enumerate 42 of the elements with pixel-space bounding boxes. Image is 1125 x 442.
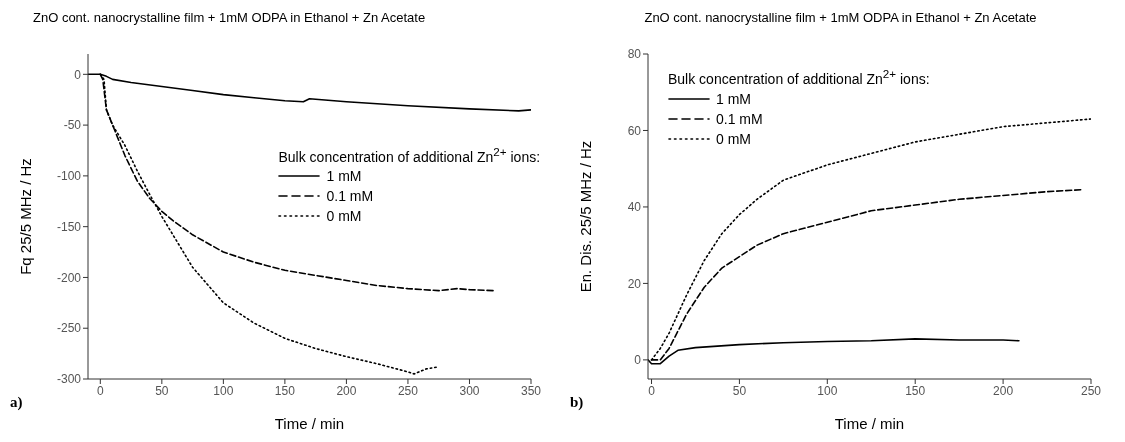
legend-label: 0.1 mM: [716, 109, 763, 129]
x-axis-title: Time / min: [274, 415, 345, 432]
x-tick-label: 0: [648, 383, 656, 398]
legend-label: 1 mM: [716, 89, 751, 109]
legend-label: 0 mM: [326, 207, 362, 227]
x-tick-label: 0: [96, 383, 104, 398]
x-tick-label: 350: [520, 383, 542, 398]
y-axis-title: En. Dis. 25/5 MHz / Hz: [577, 140, 595, 293]
x-tick-label: 100: [213, 383, 234, 398]
y-tick-label: -150: [56, 219, 82, 234]
y-tick-label: -250: [56, 321, 82, 336]
y-axis-title: Fq 25/5 MHz / Hz: [17, 158, 35, 275]
y-tick-label: -50: [63, 118, 82, 133]
legend-title: Bulk concentration of additional Zn$^{2+}$ ions:: [668, 66, 930, 89]
y-tick-label: -100: [56, 169, 82, 184]
x-tick-label: 100: [817, 383, 838, 398]
chart-title: ZnO cont. nanocrystalline film + 1mM ODPA in Ethanol + Zn Acetate: [643, 9, 1038, 27]
legend-label: 0.1 mM: [326, 187, 374, 207]
chart-title: ZnO cont. nanocrystalline film + 1mM ODPA in Ethanol + Zn Acetate: [32, 9, 427, 27]
x-tick-label: 150: [905, 383, 926, 398]
x-tick-label: 200: [993, 383, 1014, 398]
x-tick-label: 200: [336, 383, 357, 398]
y-tick-label: -200: [56, 270, 82, 285]
legend-label: 0 mM: [716, 129, 751, 149]
x-tick-label: 250: [1080, 383, 1102, 398]
x-tick-label: 50: [732, 383, 747, 398]
x-tick-label: 300: [459, 383, 480, 398]
legend-title: Bulk concentration of additional Zn$^{2+}$ ions:: [278, 143, 541, 167]
y-tick-label: 20: [627, 276, 642, 291]
y-tick-label: 40: [627, 200, 642, 215]
y-tick-label: 0: [634, 353, 642, 368]
x-axis-title: Time / min: [834, 415, 905, 432]
x-tick-label: 150: [274, 383, 296, 398]
y-tick-label: -300: [56, 372, 82, 387]
x-tick-label: 50: [155, 383, 169, 398]
y-tick-label: 60: [627, 123, 642, 138]
text: a): [10, 394, 23, 411]
text: b): [570, 394, 584, 411]
y-tick-label: 80: [627, 47, 642, 62]
x-tick-label: 250: [397, 383, 419, 398]
y-tick-label: 0: [74, 67, 82, 82]
legend-label: 1 mM: [326, 167, 362, 187]
